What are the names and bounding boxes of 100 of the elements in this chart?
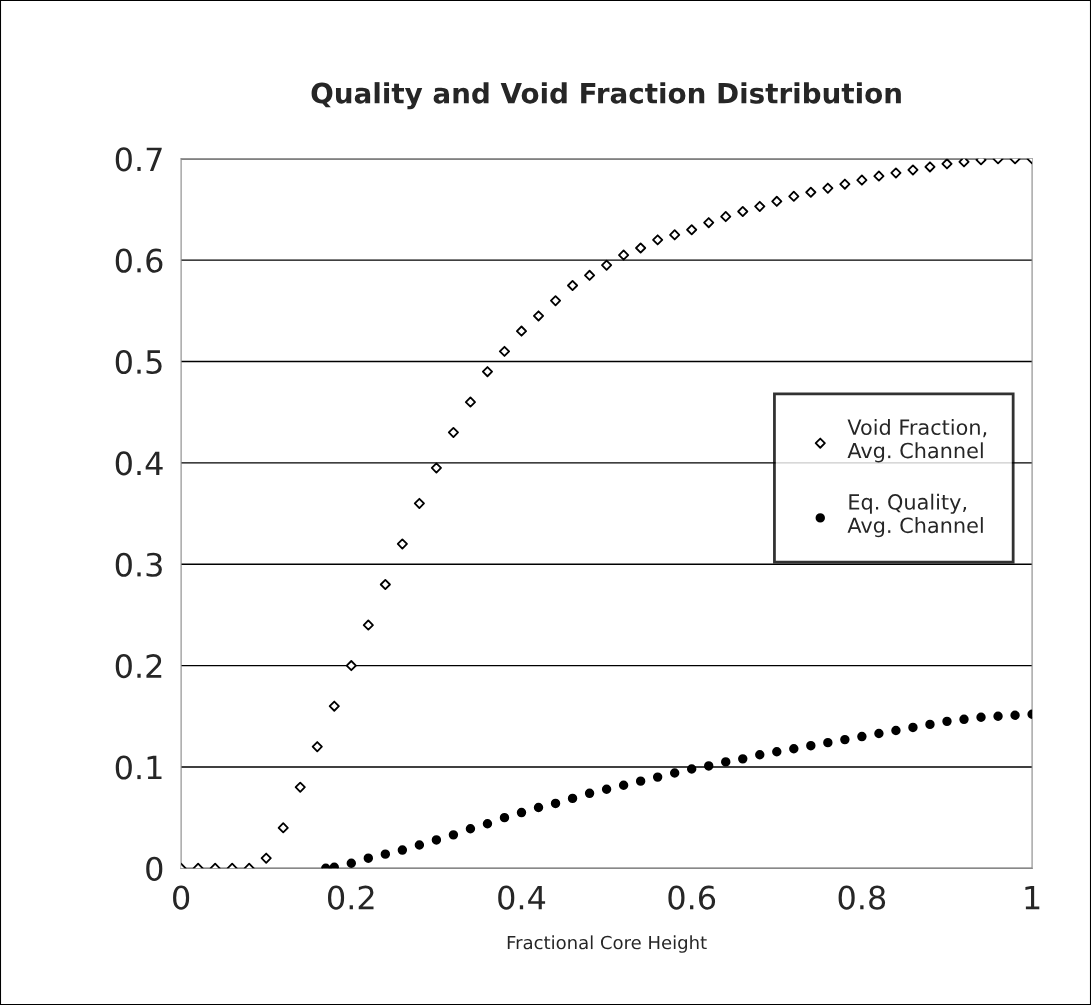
point (686, 764, 697, 774)
point (362, 619, 374, 631)
point (720, 211, 732, 223)
point (907, 164, 919, 176)
point (533, 310, 545, 322)
point (891, 725, 901, 736)
point (380, 849, 391, 859)
point (822, 182, 834, 194)
point (431, 835, 442, 845)
point (516, 807, 527, 818)
point (890, 167, 902, 179)
point (346, 858, 357, 868)
point (550, 798, 561, 809)
point (823, 737, 833, 748)
point (788, 190, 800, 202)
point (584, 788, 595, 799)
y-tick-label: 0.7 (115, 147, 162, 172)
x-tick-label: 1 (1025, 885, 1040, 910)
point (857, 731, 867, 742)
point (959, 714, 969, 725)
point (840, 734, 850, 745)
point (806, 740, 816, 751)
point (482, 819, 493, 829)
x-tick-label: 0.2 (328, 885, 374, 910)
x-tick-label: 0 (173, 885, 190, 910)
point (465, 824, 476, 834)
point (925, 719, 935, 730)
point (873, 170, 885, 182)
y-tick-label: 0.5 (115, 349, 162, 375)
y-tick-label: 0.1 (115, 755, 162, 780)
point (669, 768, 680, 778)
point (839, 178, 851, 190)
point (379, 578, 391, 591)
point (738, 754, 748, 764)
point (652, 234, 664, 246)
point (414, 840, 425, 850)
point (396, 538, 408, 550)
point (789, 744, 799, 754)
point (941, 158, 953, 170)
point (771, 195, 783, 207)
y-tick-label: 0.4 (115, 451, 163, 476)
x-axis-title: Fractional Core Height (507, 935, 707, 953)
point (737, 205, 749, 218)
point (447, 426, 459, 438)
point (515, 325, 528, 337)
point (856, 174, 868, 186)
point (464, 396, 476, 408)
point (430, 462, 442, 474)
point (721, 757, 731, 767)
point (993, 711, 1003, 721)
point (363, 853, 374, 863)
point (260, 852, 272, 864)
point (448, 830, 459, 840)
point (635, 242, 647, 254)
legend-label: Void Fraction, Avg. Channel (847, 418, 987, 463)
x-tick-label: 0.4 (498, 885, 546, 910)
point (584, 269, 596, 281)
point (942, 716, 952, 727)
point (1010, 710, 1020, 720)
point (481, 366, 493, 378)
point (908, 722, 918, 733)
point (754, 200, 766, 212)
y-tick-label: 0.2 (115, 654, 162, 679)
y-tick-label: 0 (146, 856, 163, 881)
point (874, 728, 884, 739)
point (601, 259, 613, 271)
point (686, 224, 698, 236)
point (550, 295, 562, 307)
point (277, 822, 289, 834)
point (652, 772, 663, 782)
x-tick-label: 0.6 (668, 885, 716, 910)
point (397, 845, 408, 855)
point (704, 761, 714, 771)
point (294, 781, 306, 793)
point (669, 229, 681, 241)
y-tick-label: 0.3 (115, 552, 162, 577)
point (601, 784, 612, 794)
point (345, 660, 357, 672)
point (567, 793, 578, 804)
legend-label: Eq. Quality, Avg. Channel (847, 493, 983, 538)
point (413, 497, 425, 509)
point (533, 802, 544, 813)
point (498, 345, 510, 357)
point (976, 712, 986, 723)
point (328, 700, 340, 712)
point (329, 862, 339, 869)
point (618, 249, 630, 261)
point (635, 776, 646, 786)
x-tick-label: 0.8 (838, 885, 886, 910)
chart-title: Quality and Void Fraction Distribution (311, 82, 901, 110)
y-tick-label: 0.6 (115, 248, 163, 273)
point (567, 279, 579, 292)
point (772, 747, 782, 757)
point (805, 186, 817, 198)
point (499, 812, 510, 823)
point (703, 217, 715, 229)
point (958, 158, 970, 168)
point (311, 741, 323, 753)
point (924, 161, 936, 173)
point (755, 750, 765, 760)
